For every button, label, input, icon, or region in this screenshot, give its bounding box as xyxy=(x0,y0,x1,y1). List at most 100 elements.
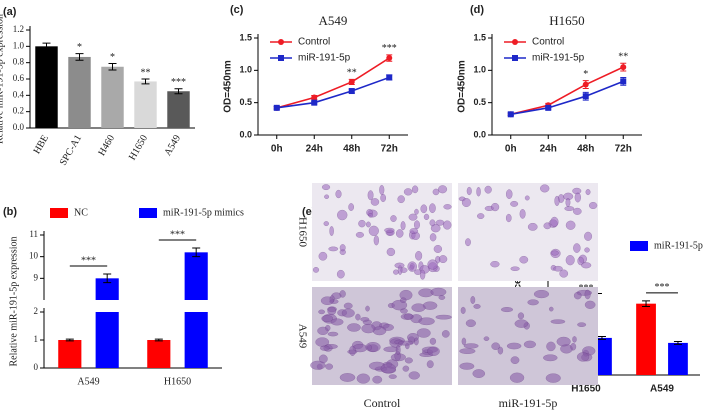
cell xyxy=(533,289,550,299)
x-tick-label: 48h xyxy=(343,144,360,155)
cell xyxy=(546,341,556,352)
line xyxy=(510,80,624,116)
cell xyxy=(404,357,413,364)
cell xyxy=(366,344,372,351)
cell xyxy=(442,220,452,230)
marker xyxy=(273,104,280,111)
legend-label: Control xyxy=(298,37,330,48)
cell xyxy=(413,337,419,346)
y-tick-label: 0.2 xyxy=(13,106,24,116)
cell xyxy=(577,322,587,328)
bar-lower xyxy=(184,312,208,368)
cell xyxy=(509,372,525,383)
cell xyxy=(459,348,476,354)
annotation: ** xyxy=(141,67,151,78)
cell xyxy=(395,344,401,356)
panel-label: (c) xyxy=(230,4,244,16)
cell xyxy=(584,300,596,309)
cell xyxy=(545,373,561,383)
cell xyxy=(400,221,406,231)
y-tick-label: 0 xyxy=(34,362,39,372)
cell xyxy=(577,256,584,266)
cell xyxy=(336,269,345,279)
annotation: *** xyxy=(382,43,397,54)
legend-label: miR-191-5p mimics xyxy=(163,207,244,218)
cell xyxy=(556,336,571,347)
panel-label: (a) xyxy=(3,6,17,18)
chart-title: A549 xyxy=(319,13,348,28)
legend-marker xyxy=(278,55,284,61)
cell xyxy=(427,259,438,270)
cell xyxy=(588,201,598,210)
y-tick-label: 11 xyxy=(29,229,38,239)
x-tick-label: SPC-A1 xyxy=(58,133,84,167)
annotation: * xyxy=(110,52,115,63)
cell xyxy=(459,362,475,370)
bar xyxy=(167,91,190,128)
bar xyxy=(184,252,208,300)
x-tick-label: H1650 xyxy=(571,384,601,395)
cell xyxy=(339,373,356,382)
cell xyxy=(361,323,376,334)
cell xyxy=(466,186,472,196)
cell xyxy=(429,337,437,345)
cell xyxy=(433,244,443,253)
cell xyxy=(441,330,450,338)
cell xyxy=(553,265,563,272)
cell xyxy=(460,306,466,315)
annotation: * xyxy=(583,69,588,80)
cell xyxy=(330,318,344,326)
cell xyxy=(329,226,334,237)
cell xyxy=(517,312,525,320)
legend-label: miR-191-5p xyxy=(654,240,703,251)
cell xyxy=(443,204,452,210)
cell xyxy=(373,235,380,246)
cell xyxy=(565,220,576,230)
legend-marker xyxy=(278,39,284,45)
cell xyxy=(430,224,441,233)
error-bar xyxy=(75,53,84,61)
cell xyxy=(527,222,538,231)
marker xyxy=(582,93,589,100)
cell xyxy=(339,290,346,298)
cell xyxy=(540,184,550,193)
cell xyxy=(584,289,591,300)
x-tick-label: HBE xyxy=(32,133,52,156)
legend-label: NC xyxy=(74,207,88,218)
cell xyxy=(379,184,385,195)
cell xyxy=(491,342,501,351)
line xyxy=(276,57,390,109)
cell xyxy=(394,262,405,269)
legend-swatch xyxy=(139,208,157,218)
cell xyxy=(403,188,413,196)
legend-marker xyxy=(512,39,518,45)
marker xyxy=(386,55,393,62)
legend-marker xyxy=(512,55,518,61)
cell xyxy=(418,317,435,326)
cell xyxy=(328,246,339,252)
cell xyxy=(484,185,492,194)
cell xyxy=(470,295,476,304)
cell xyxy=(339,244,346,252)
y-tick-label: 0.4 xyxy=(13,89,25,99)
error-bar xyxy=(642,300,651,308)
cell xyxy=(393,269,399,275)
annotation: ** xyxy=(618,52,628,63)
cell xyxy=(510,200,519,207)
cell xyxy=(380,363,397,374)
line xyxy=(510,66,624,116)
y-tick-label: 1.5 xyxy=(239,32,252,42)
cell xyxy=(318,354,328,364)
marker xyxy=(545,104,552,111)
bar xyxy=(35,46,58,129)
y-tick-label: 9 xyxy=(34,272,39,282)
cell xyxy=(438,185,448,194)
bar xyxy=(134,81,157,128)
cell xyxy=(573,243,581,253)
cell xyxy=(321,315,334,323)
x-tick-label: 48h xyxy=(577,144,594,155)
y-axis-label: Relative miR-191-5p expression xyxy=(8,237,19,367)
error-bar xyxy=(174,88,183,95)
error-bar xyxy=(103,273,112,284)
